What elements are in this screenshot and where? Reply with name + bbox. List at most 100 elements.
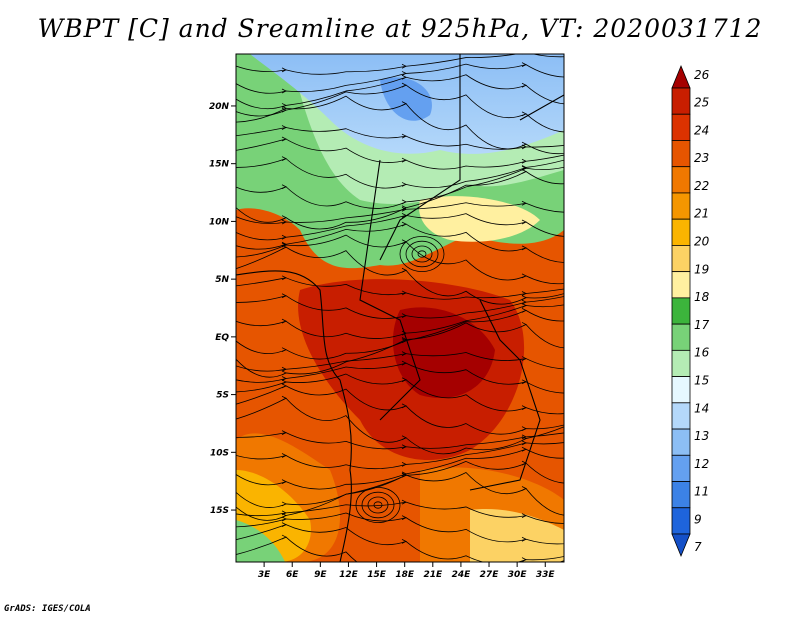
lon-tick-label: 15E xyxy=(367,570,387,580)
colorbar-level-label: 13 xyxy=(694,429,709,443)
colorbar-level-label: 22 xyxy=(694,179,709,193)
lat-tick-label: 5N xyxy=(215,275,229,285)
lat-tick-label: 15S xyxy=(210,506,229,516)
map-frame xyxy=(235,53,565,563)
colorbar-swatch xyxy=(671,402,691,430)
colorbar-level-label: 12 xyxy=(694,457,709,471)
colorbar-swatch xyxy=(671,87,691,115)
streamline-arrow xyxy=(401,377,407,383)
streamline-vortex xyxy=(417,250,427,258)
streamline-arrow xyxy=(281,453,287,458)
streamline-arrow xyxy=(401,330,407,336)
streamline-arrow xyxy=(401,63,407,69)
streamline-arrow xyxy=(281,234,287,240)
colorbar-level-label: 19 xyxy=(694,262,709,276)
streamline-arrow xyxy=(521,303,527,308)
grads-credit: GrADS: IGES/COLA xyxy=(4,604,91,614)
chart-title: WBPT [C] and Sreamline at 925hPa, VT: 20… xyxy=(37,14,763,43)
lat-tick-label: 15N xyxy=(209,160,230,170)
wbpt-north-cold-spot xyxy=(380,77,432,121)
streamline-arrow xyxy=(521,405,527,410)
streamline-arrow xyxy=(281,156,287,161)
streamline-arrow xyxy=(281,383,287,389)
streamline-vortex xyxy=(399,235,445,272)
streamline-arrow xyxy=(521,82,527,88)
colorbar-level-label: 17 xyxy=(694,318,710,332)
colorbar-swatch xyxy=(671,376,691,404)
streamline-vortex xyxy=(361,491,395,519)
streamline-arrow xyxy=(401,435,407,441)
streamline-arrow xyxy=(401,539,407,544)
streamline-arrow xyxy=(521,291,527,296)
streamline-arrow xyxy=(401,133,407,139)
streamline-vortex xyxy=(405,240,439,268)
coastline xyxy=(236,270,352,562)
streamline-vortex xyxy=(367,496,389,514)
streamline-arrow xyxy=(281,136,287,142)
streamline-arrow xyxy=(521,295,527,301)
streamline-vortex xyxy=(355,486,401,523)
streamline-arrow xyxy=(281,242,287,248)
wbpt-field xyxy=(236,54,564,562)
streamline-arrow xyxy=(401,199,407,205)
streamline-arrow xyxy=(521,165,527,171)
colorbar-swatch xyxy=(671,428,691,456)
streamline-arrow xyxy=(401,360,407,366)
streamline-arrow xyxy=(521,62,527,67)
colorbar-level-label: 11 xyxy=(694,485,709,499)
longitude-axis: 3E 6E 9E 12E 15E 18E 21E 24E 27E 30E 33E xyxy=(258,562,556,580)
streamline-arrow xyxy=(281,430,287,436)
colorbar-swatch xyxy=(671,349,691,377)
streamline-arrow xyxy=(401,351,407,356)
colorbar-swatch xyxy=(671,166,691,194)
streamline-arrow xyxy=(521,200,527,206)
colorbar-level-label: 9 xyxy=(694,512,702,526)
colorbar-level-label: 21 xyxy=(694,207,709,221)
streamline-vortex xyxy=(373,501,383,509)
colorbar-swatch xyxy=(671,454,691,482)
lon-tick-label: 27E xyxy=(480,570,500,580)
colorbar-swatch xyxy=(671,323,691,351)
lon-tick-label: 33E xyxy=(536,570,556,580)
streamline-arrow xyxy=(521,513,527,518)
streamline-arrow xyxy=(521,426,527,432)
streamline-arrow xyxy=(281,376,287,381)
streamline-arrow xyxy=(401,221,407,227)
lon-tick-label: 18E xyxy=(395,570,415,580)
lon-tick-label: 9E xyxy=(314,570,327,580)
streamline-arrow xyxy=(401,205,407,211)
wbpt-southeast-inner xyxy=(470,509,564,562)
streamline-arrow xyxy=(281,318,287,324)
colorbar-level-label: 18 xyxy=(694,290,710,304)
streamline-arrow xyxy=(401,515,407,520)
streamline-arrow xyxy=(521,379,527,385)
colorbar-level-label: 16 xyxy=(694,346,710,360)
streamline-arrow xyxy=(281,215,287,220)
lat-tick-label: 5S xyxy=(216,391,229,401)
lon-tick-label: 21E xyxy=(423,570,443,580)
border-line xyxy=(519,94,564,121)
streamline-arrow xyxy=(401,82,407,88)
streamline-arrow xyxy=(521,356,527,361)
colorbar-swatch xyxy=(671,245,691,273)
streamline-arrow xyxy=(401,472,407,478)
country-borders xyxy=(236,54,564,562)
streamline-arrow xyxy=(521,440,527,446)
colorbar-level-label: 7 xyxy=(694,540,702,554)
colorbar-swatch xyxy=(671,218,691,246)
lat-tick-label: EQ xyxy=(215,333,229,343)
streamline-arrow xyxy=(281,479,287,485)
colorbar-level-label: 23 xyxy=(694,151,709,165)
streamline-arrow xyxy=(281,501,287,507)
streamline-arrow xyxy=(401,462,407,467)
streamline-arrow xyxy=(521,486,527,491)
streamline-arrow xyxy=(401,499,407,505)
border-line xyxy=(359,159,421,421)
colorbar-level-label: 14 xyxy=(694,401,709,415)
streamline-arrow xyxy=(281,107,287,113)
streamline-arrow xyxy=(521,158,527,164)
colorbar-swatch xyxy=(671,140,691,168)
streamline-arrow xyxy=(521,446,527,452)
